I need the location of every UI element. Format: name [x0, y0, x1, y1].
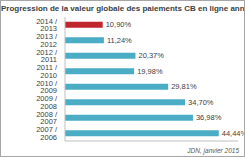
- svg-text:2013 /2012: 2013 /2012: [36, 32, 58, 49]
- svg-text:2007 /2006: 2007 /2006: [36, 125, 58, 142]
- svg-text:2010 /2009: 2010 /2009: [36, 79, 58, 96]
- svg-text:11,24%: 11,24%: [107, 36, 132, 45]
- svg-text:44,44%: 44,44%: [222, 129, 237, 138]
- svg-text:10,90%: 10,90%: [106, 20, 132, 29]
- svg-text:36,98%: 36,98%: [196, 113, 222, 122]
- svg-text:20,37%: 20,37%: [138, 51, 164, 60]
- svg-text:2008 /2007: 2008 /2007: [36, 110, 58, 127]
- svg-text:2011 /2010: 2011 /2010: [37, 63, 58, 80]
- html-text:JDN, janvier 2015: JDN, janvier 2015: [187, 147, 239, 154]
- svg-text:34,70%: 34,70%: [188, 98, 214, 107]
- svg-text:29,81%: 29,81%: [171, 82, 197, 91]
- svg-text:2012 /2011: 2012 /2011: [36, 48, 58, 65]
- svg-text:2014 /2013: 2014 /2013: [36, 17, 58, 33]
- svg-text:2009 /2008: 2009 /2008: [36, 94, 58, 111]
- svg-text:19,98%: 19,98%: [137, 67, 163, 76]
